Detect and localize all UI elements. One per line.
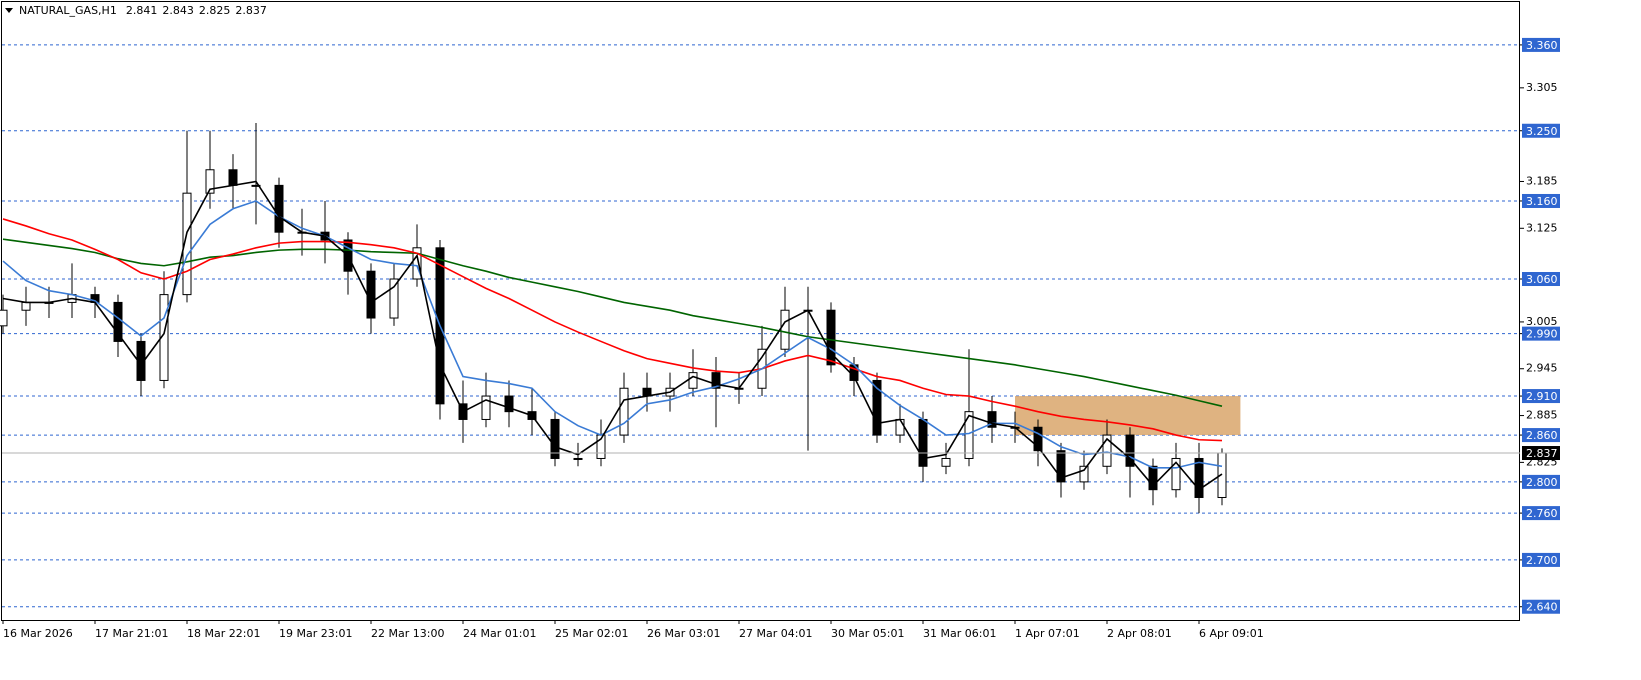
level-label-box bbox=[1522, 506, 1560, 521]
candle-body bbox=[1125, 434, 1135, 467]
level-label: 2.910 bbox=[1526, 390, 1558, 403]
candle-body bbox=[481, 395, 491, 420]
menu-triangle bbox=[5, 8, 13, 13]
candle-body bbox=[228, 169, 238, 186]
candle-body bbox=[21, 301, 31, 311]
plot-area bbox=[0, 44, 1520, 608]
x-tick-label: 27 Mar 04:01 bbox=[739, 627, 812, 640]
candle-body bbox=[1079, 465, 1089, 483]
x-tick-label: 16 Mar 2026 bbox=[3, 627, 73, 640]
quote-high: 2.843 bbox=[162, 4, 194, 17]
level-label: 3.250 bbox=[1526, 125, 1558, 138]
symbol: NATURAL_GAS,H1 bbox=[19, 4, 117, 17]
level-label: 2.700 bbox=[1526, 554, 1558, 567]
level-label: 2.640 bbox=[1526, 601, 1558, 614]
moving-average bbox=[2, 180, 1223, 491]
candle-body bbox=[1148, 465, 1158, 491]
y-tick-label: 3.305 bbox=[1526, 81, 1558, 94]
level-label: 2.990 bbox=[1526, 328, 1558, 341]
candle-body bbox=[964, 411, 974, 459]
x-tick-label: 6 Apr 09:01 bbox=[1199, 627, 1264, 640]
candle-body bbox=[1056, 450, 1066, 483]
candle-body bbox=[872, 379, 882, 436]
level-label: 3.060 bbox=[1526, 273, 1558, 286]
candle-body bbox=[412, 247, 422, 280]
level-label-box bbox=[1522, 474, 1560, 489]
candle-body bbox=[573, 457, 583, 460]
x-tick-label: 19 Mar 23:01 bbox=[279, 627, 352, 640]
candle-body bbox=[987, 411, 997, 428]
level-label: 2.800 bbox=[1526, 476, 1558, 489]
level-label-box bbox=[1522, 599, 1560, 614]
level-label-box bbox=[1522, 37, 1560, 52]
level-label-box bbox=[1522, 326, 1560, 341]
candle-body bbox=[159, 294, 169, 381]
x-tick-label: 2 Apr 08:01 bbox=[1107, 627, 1172, 640]
x-tick-label: 17 Mar 21:01 bbox=[95, 627, 168, 640]
level-label-box bbox=[1522, 272, 1560, 287]
y-tick-label: 3.005 bbox=[1526, 315, 1558, 328]
current-price-label: 2.837 bbox=[1526, 447, 1558, 460]
level-label-box bbox=[1522, 389, 1560, 404]
candle-body bbox=[1194, 457, 1204, 498]
quote-close: 2.837 bbox=[235, 4, 267, 17]
level-label: 3.160 bbox=[1526, 195, 1558, 208]
level-label-box bbox=[1522, 552, 1560, 567]
candle-body bbox=[136, 340, 146, 381]
candle-body bbox=[0, 309, 8, 327]
x-tick-label: 25 Mar 02:01 bbox=[555, 627, 628, 640]
x-tick-label: 31 Mar 06:01 bbox=[923, 627, 996, 640]
candle-body bbox=[205, 169, 215, 194]
moving-average bbox=[2, 238, 1223, 407]
current-price-box bbox=[1522, 446, 1560, 461]
candle-body bbox=[550, 418, 560, 459]
y-tick-label: 3.185 bbox=[1526, 174, 1558, 187]
candle-body bbox=[619, 387, 629, 436]
level-label: 2.760 bbox=[1526, 507, 1558, 520]
candle-body bbox=[182, 192, 192, 296]
candle-body bbox=[1102, 434, 1112, 467]
moving-average bbox=[2, 200, 1223, 469]
y-tick-label: 3.125 bbox=[1526, 221, 1558, 234]
x-tick-label: 26 Mar 03:01 bbox=[647, 627, 720, 640]
candle-body bbox=[274, 184, 284, 233]
candle-body bbox=[504, 395, 514, 413]
candle-body bbox=[113, 301, 123, 342]
x-tick-label: 24 Mar 01:01 bbox=[463, 627, 536, 640]
x-tick-label: 22 Mar 13:00 bbox=[371, 627, 444, 640]
level-label-box bbox=[1522, 193, 1560, 208]
moving-average bbox=[2, 218, 1223, 442]
x-tick-label: 18 Mar 22:01 bbox=[187, 627, 260, 640]
candle-body bbox=[1033, 426, 1043, 452]
supply-zone bbox=[1015, 396, 1241, 436]
y-tick-label: 2.945 bbox=[1526, 362, 1558, 375]
chart-header: NATURAL_GAS,H1 2.841 2.843 2.825 2.837 bbox=[19, 4, 267, 17]
level-label: 3.360 bbox=[1526, 39, 1558, 52]
candle-body bbox=[941, 457, 951, 467]
level-label-box bbox=[1522, 428, 1560, 443]
candle-body bbox=[389, 278, 399, 319]
y-tick-label: 2.885 bbox=[1526, 409, 1558, 422]
x-tick-label: 1 Apr 07:01 bbox=[1015, 627, 1080, 640]
level-label: 2.860 bbox=[1526, 429, 1558, 442]
candle-body bbox=[1171, 457, 1181, 491]
quote-open: 2.841 bbox=[126, 4, 158, 17]
candle-body bbox=[711, 372, 721, 389]
candle-body bbox=[251, 184, 261, 187]
candle-body bbox=[895, 418, 905, 436]
quote-low: 2.825 bbox=[199, 4, 231, 17]
x-tick-label: 30 Mar 05:01 bbox=[831, 627, 904, 640]
level-label-box bbox=[1522, 123, 1560, 138]
candle-body bbox=[688, 372, 698, 389]
candle-body bbox=[826, 309, 836, 366]
candle-body bbox=[366, 270, 376, 319]
candle-body bbox=[780, 309, 790, 350]
